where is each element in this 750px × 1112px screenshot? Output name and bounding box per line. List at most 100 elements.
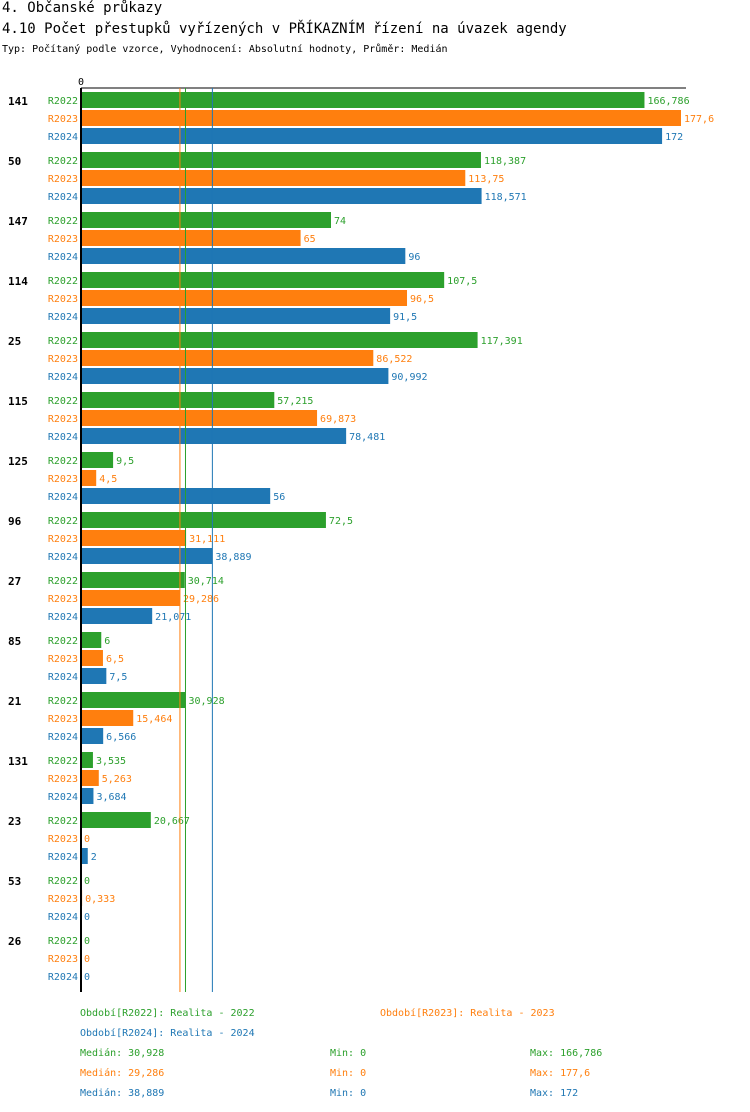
section-title: 4. Občanské průkazy bbox=[2, 0, 163, 16]
value-label-r2023-115: 69,873 bbox=[320, 414, 356, 425]
series-label-r2023-114: R2023 bbox=[48, 294, 78, 305]
series-label-r2024-26: R2024 bbox=[48, 972, 78, 983]
category-label-96: 96 bbox=[8, 515, 22, 528]
value-label-r2023-114: 96,5 bbox=[410, 294, 434, 305]
category-label-53: 53 bbox=[8, 875, 21, 888]
series-label-r2023-25: R2023 bbox=[48, 354, 78, 365]
series-label-r2022-96: R2022 bbox=[48, 516, 78, 527]
value-label-r2024-141: 172 bbox=[665, 132, 683, 143]
bar-r2023-50 bbox=[81, 170, 466, 186]
value-label-r2022-114: 107,5 bbox=[447, 276, 477, 287]
value-label-r2024-85: 7,5 bbox=[109, 672, 127, 683]
value-label-r2023-141: 177,6 bbox=[684, 114, 714, 125]
category-label-27: 27 bbox=[8, 575, 21, 588]
series-label-r2022-147: R2022 bbox=[48, 216, 78, 227]
value-label-r2022-141: 166,786 bbox=[647, 96, 689, 107]
value-label-r2022-53: 0 bbox=[84, 876, 90, 887]
bar-r2022-21 bbox=[81, 692, 186, 708]
bar-r2022-96 bbox=[81, 512, 326, 528]
bar-r2022-114 bbox=[81, 272, 445, 288]
value-label-r2024-27: 21,071 bbox=[155, 612, 191, 623]
value-label-r2024-147: 96 bbox=[408, 252, 420, 263]
bar-r2022-147 bbox=[81, 212, 331, 228]
series-label-r2023-26: R2023 bbox=[48, 954, 78, 965]
axis-zero-label: 0 bbox=[78, 77, 84, 88]
series-label-r2023-147: R2023 bbox=[48, 234, 78, 245]
series-label-r2022-125: R2022 bbox=[48, 456, 78, 467]
bar-r2024-131 bbox=[81, 788, 94, 804]
legend-max-r2022: Max: 166,786 bbox=[530, 1048, 603, 1059]
bar-chart: 0 141 R2022 166,786 R2023 177,6 R2024 172 50 R202… bbox=[8, 77, 714, 992]
category-label-23: 23 bbox=[8, 815, 21, 828]
value-label-r2024-115: 78,481 bbox=[349, 432, 385, 443]
series-label-r2024-131: R2024 bbox=[48, 792, 78, 803]
value-label-r2022-147: 74 bbox=[334, 216, 346, 227]
bar-r2022-115 bbox=[81, 392, 275, 408]
value-label-r2023-26: 0 bbox=[84, 954, 90, 965]
bar-r2023-96 bbox=[81, 530, 187, 546]
series-label-r2024-114: R2024 bbox=[48, 312, 78, 323]
value-label-r2022-131: 3,535 bbox=[96, 756, 126, 767]
legend-period-r2024: Období[R2024]: Realita - 2024 bbox=[80, 1028, 255, 1039]
value-label-r2024-114: 91,5 bbox=[393, 312, 417, 323]
bar-r2023-125 bbox=[81, 470, 97, 486]
bar-r2022-131 bbox=[81, 752, 93, 768]
value-label-r2024-131: 3,684 bbox=[96, 792, 126, 803]
bar-r2024-114 bbox=[81, 308, 391, 324]
series-label-r2022-26: R2022 bbox=[48, 936, 78, 947]
series-label-r2022-85: R2022 bbox=[48, 636, 78, 647]
value-label-r2023-125: 4,5 bbox=[99, 474, 117, 485]
bar-r2023-115 bbox=[81, 410, 318, 426]
value-label-r2022-50: 118,387 bbox=[484, 156, 526, 167]
series-label-r2022-115: R2022 bbox=[48, 396, 78, 407]
series-label-r2022-25: R2022 bbox=[48, 336, 78, 347]
value-label-r2023-96: 31,111 bbox=[189, 534, 225, 545]
value-label-r2022-23: 20,667 bbox=[154, 816, 190, 827]
bar-r2024-115 bbox=[81, 428, 347, 444]
bar-r2024-25 bbox=[81, 368, 389, 384]
series-label-r2022-141: R2022 bbox=[48, 96, 78, 107]
series-label-r2022-50: R2022 bbox=[48, 156, 78, 167]
series-label-r2024-27: R2024 bbox=[48, 612, 78, 623]
series-label-r2024-115: R2024 bbox=[48, 432, 78, 443]
category-label-114: 114 bbox=[8, 275, 28, 288]
series-label-r2024-147: R2024 bbox=[48, 252, 78, 263]
series-label-r2024-50: R2024 bbox=[48, 192, 78, 203]
value-label-r2024-96: 38,889 bbox=[215, 552, 251, 563]
series-label-r2022-21: R2022 bbox=[48, 696, 78, 707]
value-label-r2023-85: 6,5 bbox=[106, 654, 124, 665]
series-label-r2024-23: R2024 bbox=[48, 852, 78, 863]
bar-r2022-125 bbox=[81, 452, 114, 468]
series-label-r2024-25: R2024 bbox=[48, 372, 78, 383]
bar-r2022-50 bbox=[81, 152, 481, 168]
value-label-r2023-25: 86,522 bbox=[376, 354, 412, 365]
chart-subtitle: Typ: Počítaný podle vzorce, Vyhodnocení:… bbox=[2, 44, 448, 55]
bar-r2024-21 bbox=[81, 728, 104, 744]
bar-r2024-85 bbox=[81, 668, 107, 684]
value-label-r2023-50: 113,75 bbox=[468, 174, 504, 185]
category-label-147: 147 bbox=[8, 215, 28, 228]
bar-r2024-125 bbox=[81, 488, 271, 504]
legend-max-r2023: Max: 177,6 bbox=[530, 1068, 591, 1079]
series-label-r2024-53: R2024 bbox=[48, 912, 78, 923]
value-label-r2023-53: 0,333 bbox=[85, 894, 115, 905]
value-label-r2024-50: 118,571 bbox=[485, 192, 527, 203]
bar-r2024-27 bbox=[81, 608, 153, 624]
series-label-r2023-53: R2023 bbox=[48, 894, 78, 905]
series-label-r2022-23: R2022 bbox=[48, 816, 78, 827]
legend-median-r2022: Medián: 30,928 bbox=[80, 1048, 165, 1059]
bar-r2022-27 bbox=[81, 572, 185, 588]
value-label-r2022-115: 57,215 bbox=[277, 396, 313, 407]
series-label-r2022-131: R2022 bbox=[48, 756, 78, 767]
series-label-r2023-125: R2023 bbox=[48, 474, 78, 485]
bar-r2024-23 bbox=[81, 848, 88, 864]
category-label-115: 115 bbox=[8, 395, 28, 408]
bar-r2023-21 bbox=[81, 710, 134, 726]
legend-median-r2024: Medián: 38,889 bbox=[80, 1088, 165, 1099]
value-label-r2022-125: 9,5 bbox=[116, 456, 134, 467]
value-label-r2022-27: 30,714 bbox=[188, 576, 224, 587]
series-label-r2023-27: R2023 bbox=[48, 594, 78, 605]
category-label-21: 21 bbox=[8, 695, 22, 708]
value-label-r2022-25: 117,391 bbox=[481, 336, 523, 347]
value-label-r2024-25: 90,992 bbox=[391, 372, 427, 383]
